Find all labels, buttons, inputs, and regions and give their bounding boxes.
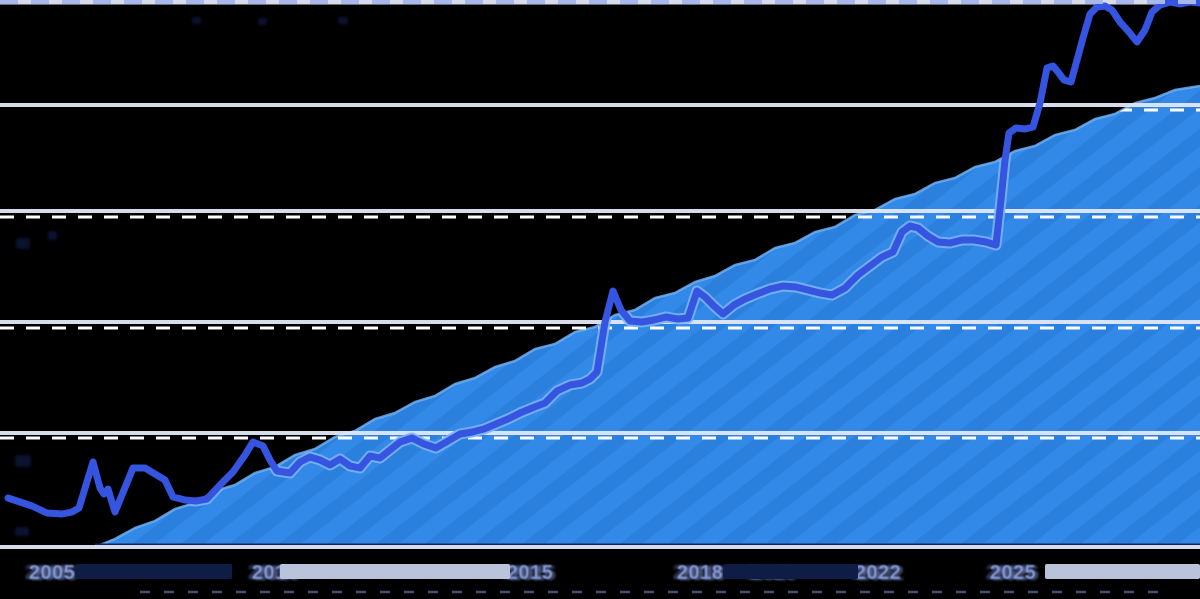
x-axis-label: 2015 bbox=[506, 562, 554, 584]
trend-line-series bbox=[4, 0, 1200, 518]
timeline-bar bbox=[1045, 564, 1200, 579]
axis-remnant-smudge bbox=[48, 231, 57, 240]
timeline-bar bbox=[280, 564, 510, 579]
axis-remnant-smudge bbox=[15, 455, 31, 467]
x-axis-label: 2005 bbox=[28, 562, 76, 584]
x-axis-label: 2018 bbox=[676, 562, 724, 584]
axis-remnant-smudge bbox=[15, 527, 29, 536]
axis-remnant-smudge bbox=[192, 17, 201, 24]
axis-remnant-smudge bbox=[338, 17, 348, 24]
timeline-bar bbox=[723, 564, 858, 579]
axis-remnant-smudge bbox=[258, 18, 267, 25]
timeline-bar bbox=[75, 564, 232, 579]
x-axis-label: 2025 bbox=[989, 562, 1037, 584]
axis-remnant-smudge bbox=[16, 238, 30, 249]
x-axis-label: 2022 bbox=[854, 562, 902, 584]
